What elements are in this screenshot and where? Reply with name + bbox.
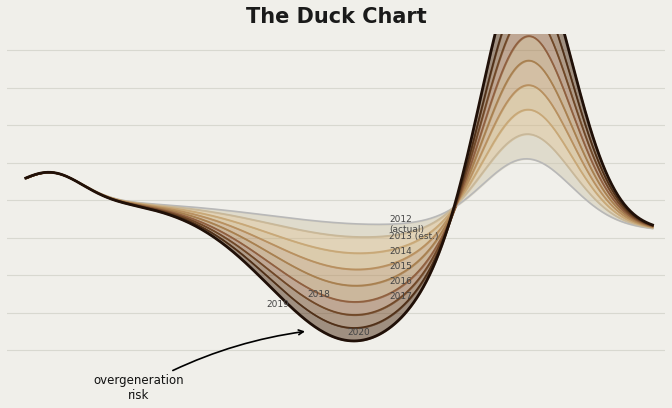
Text: 2019: 2019: [266, 301, 289, 310]
Text: 2016: 2016: [389, 277, 412, 286]
Text: overgeneration
risk: overgeneration risk: [93, 330, 303, 402]
Text: ramp need
~13,000 MW
in three hours: ramp need ~13,000 MW in three hours: [0, 407, 1, 408]
Text: 2017: 2017: [389, 292, 412, 301]
Text: 2014: 2014: [389, 247, 412, 256]
Text: 2015: 2015: [389, 262, 412, 271]
Text: 2013 (est.): 2013 (est.): [389, 232, 439, 241]
Text: 2020: 2020: [347, 328, 370, 337]
Text: 2018: 2018: [308, 290, 331, 299]
Text: 2012
(actual): 2012 (actual): [389, 215, 424, 234]
Title: The Duck Chart: The Duck Chart: [246, 7, 426, 27]
